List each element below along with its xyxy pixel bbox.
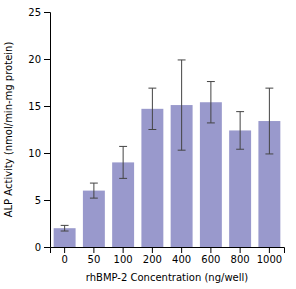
tick-mark (240, 247, 241, 253)
error-bar (265, 88, 273, 154)
error-bar-cap (207, 81, 215, 82)
x-axis-title: rhBMP-2 Concentration (ng/well) (86, 272, 248, 283)
error-bar-cap (119, 178, 127, 179)
error-bar-stem (93, 183, 94, 198)
error-bar-stem (210, 82, 211, 123)
x-tick: 400 (172, 247, 191, 265)
axis-line (44, 13, 51, 248)
error-bar-stem (269, 88, 270, 154)
y-tick: 20 (28, 54, 50, 65)
x-tick: 200 (143, 247, 162, 265)
error-bar-cap (178, 59, 186, 60)
x-tick: 1000 (257, 247, 282, 265)
tick-label: 800 (231, 254, 250, 265)
tick-mark (44, 247, 50, 248)
error-bar-cap (61, 225, 69, 226)
tick-label: 10 (28, 148, 41, 159)
y-tick: 5 (35, 195, 50, 206)
bar (200, 102, 222, 247)
plot: 0 50 100 200 400 600 800 1000 0 5 10 15 20 25 (28, 7, 284, 265)
tick-mark (152, 247, 153, 253)
bar (141, 109, 163, 247)
axis-line (51, 248, 285, 254)
y-tick: 15 (28, 101, 50, 112)
error-bar (236, 112, 244, 150)
chart: 0 50 100 200 400 600 800 1000 0 5 10 15 20 25 rhBMP-2 … (0, 0, 296, 289)
tick-label: 50 (88, 254, 101, 265)
tick-label: 25 (28, 7, 41, 18)
tick-label: 100 (114, 254, 133, 265)
bar (54, 228, 76, 247)
tick-label: 0 (35, 242, 41, 253)
tick-label: 0 (61, 254, 67, 265)
tick-mark (44, 12, 50, 13)
error-bar-cap (236, 149, 244, 150)
y-tick: 0 (35, 242, 50, 253)
tick-mark (44, 200, 50, 201)
tick-mark (44, 106, 50, 107)
tick-label: 200 (143, 254, 162, 265)
tick-label: 400 (172, 254, 191, 265)
error-bar-cap (148, 88, 156, 89)
error-bar-cap (207, 122, 215, 123)
tick-label: 20 (28, 54, 41, 65)
tick-label: 15 (28, 101, 41, 112)
error-bar-cap (148, 129, 156, 130)
x-tick: 800 (231, 247, 250, 265)
tick-mark (123, 247, 124, 253)
error-bar-cap (265, 153, 273, 154)
tick-mark (44, 153, 50, 154)
y-axis-title: ALP Activity (nmol/min-mg protein) (3, 42, 14, 218)
error-bar-stem (240, 112, 241, 150)
x-tick: 100 (114, 247, 133, 265)
error-bar-stem (181, 60, 182, 150)
error-bar-cap (90, 198, 98, 199)
tick-mark (64, 247, 65, 253)
marks (54, 60, 281, 247)
x-tick: 600 (201, 247, 220, 265)
x-tick: 0 (61, 247, 67, 265)
y-tick: 10 (28, 148, 50, 159)
error-bar-cap (265, 88, 273, 89)
error-bar (178, 60, 186, 150)
error-bar (119, 146, 127, 178)
error-bar-stem (64, 225, 65, 231)
tick-label: 5 (35, 195, 41, 206)
error-bar-stem (123, 146, 124, 178)
error-bar-cap (90, 183, 98, 184)
tick-label: 1000 (257, 254, 282, 265)
tick-mark (181, 247, 182, 253)
bar (83, 191, 105, 247)
y-axis: 0 5 10 15 20 25 (28, 7, 50, 253)
error-bar-cap (61, 231, 69, 232)
error-bar (148, 88, 156, 129)
x-axis: 0 50 100 200 400 600 800 1000 (51, 247, 285, 265)
tick-mark (44, 59, 50, 60)
error-bar-stem (152, 88, 153, 129)
error-bar-cap (236, 111, 244, 112)
tick-mark (269, 247, 270, 253)
error-bar (61, 225, 69, 231)
error-bar-cap (119, 146, 127, 147)
x-tick: 50 (88, 247, 101, 265)
error-bar (207, 82, 215, 123)
tick-mark (210, 247, 211, 253)
tick-mark (93, 247, 94, 253)
tick-label: 600 (201, 254, 220, 265)
error-bar-cap (178, 150, 186, 151)
y-tick: 25 (28, 7, 50, 18)
error-bar (90, 183, 98, 198)
